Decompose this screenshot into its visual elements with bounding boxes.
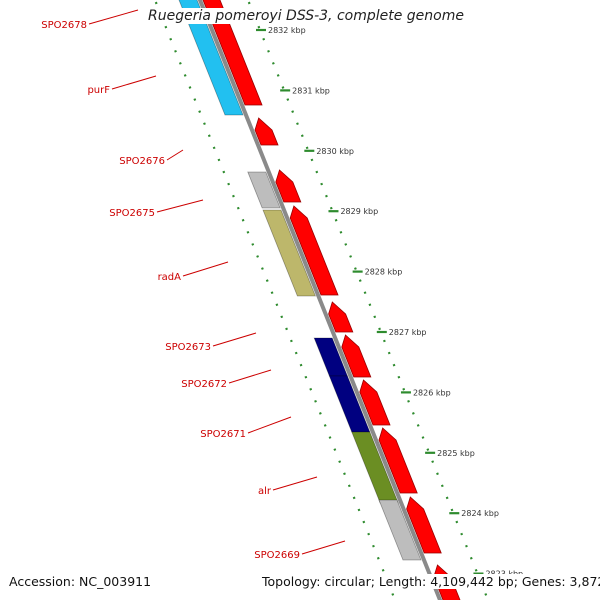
genome-backbone [197, 0, 443, 600]
sequence-ruler: 2832 kbp 2831 kbp 2830 kbp 2829 kbp 2828 kbp… [153, 0, 523, 600]
gene-label-spo2678[interactable]: SPO2678 [41, 20, 87, 31]
gene-label-spo2669[interactable]: SPO2669 [254, 550, 300, 561]
gene-label-alr[interactable]: alr [258, 486, 272, 497]
gene-label-purf[interactable]: purF [87, 85, 110, 96]
ruler-label: 2825 kbp [437, 449, 475, 458]
accession-text: Accession: NC_003911 [9, 574, 155, 589]
cds-arrow [275, 169, 302, 203]
label-leader-line [182, 261, 229, 277]
label-leader-line [247, 416, 292, 434]
cds-arrow [378, 427, 418, 494]
gene-block [247, 171, 281, 209]
cds-arrow [359, 379, 391, 426]
label-leader-line [301, 540, 346, 555]
gene-label-spo2675[interactable]: SPO2675 [109, 208, 155, 219]
cds-arrow [406, 496, 442, 554]
ruler-label: 2832 kbp [268, 26, 306, 35]
map-title: Ruegeria pomeroyi DSS-3, complete genome [148, 8, 464, 24]
backbone-line [197, 0, 443, 600]
cds-arrow [328, 301, 354, 333]
cds-arrow [289, 205, 339, 296]
label-leader-line [272, 476, 318, 491]
gene-block [178, 0, 244, 116]
label-leader-line [88, 9, 139, 25]
gene-label-spo2673[interactable]: SPO2673 [165, 342, 211, 353]
ruler-label: 2828 kbp [365, 268, 403, 277]
label-leader-line [228, 369, 272, 384]
feature-track [178, 0, 461, 600]
genome-summary: Topology: circular; Length: 4,109,442 bp… [262, 574, 600, 589]
ruler-label: 2829 kbp [340, 207, 378, 216]
cds-arrow [341, 334, 372, 378]
label-leader-line [111, 75, 157, 90]
ruler-label: 2826 kbp [413, 388, 451, 397]
ruler-label: 2827 kbp [389, 328, 427, 337]
genome-summary-text: Topology: circular; Length: 4,109,442 bp… [262, 574, 600, 589]
ruler-label: 2831 kbp [292, 86, 330, 95]
label-leader-line [166, 149, 184, 161]
gene-label-spo2676[interactable]: SPO2676 [119, 156, 165, 167]
gene-block [351, 431, 399, 504]
ruler-track-inner [153, 0, 397, 600]
label-leader-line [212, 332, 257, 347]
ruler-label: 2824 kbp [461, 509, 499, 518]
gene-label-spo2671[interactable]: SPO2671 [200, 429, 246, 440]
label-leader-line [156, 199, 204, 213]
ruler-label: 2830 kbp [316, 147, 354, 156]
gene-block [262, 209, 316, 297]
cds-arrow [202, 0, 263, 106]
gene-label-spo2672[interactable]: SPO2672 [181, 379, 227, 390]
gene-block [378, 499, 422, 561]
gene-label-rada[interactable]: radA [158, 272, 182, 283]
cds-arrow [254, 117, 279, 146]
gene-labels: SPO2678 purF SPO2676 SPO2675 radA SPO2673 SPO2… [41, 9, 346, 561]
